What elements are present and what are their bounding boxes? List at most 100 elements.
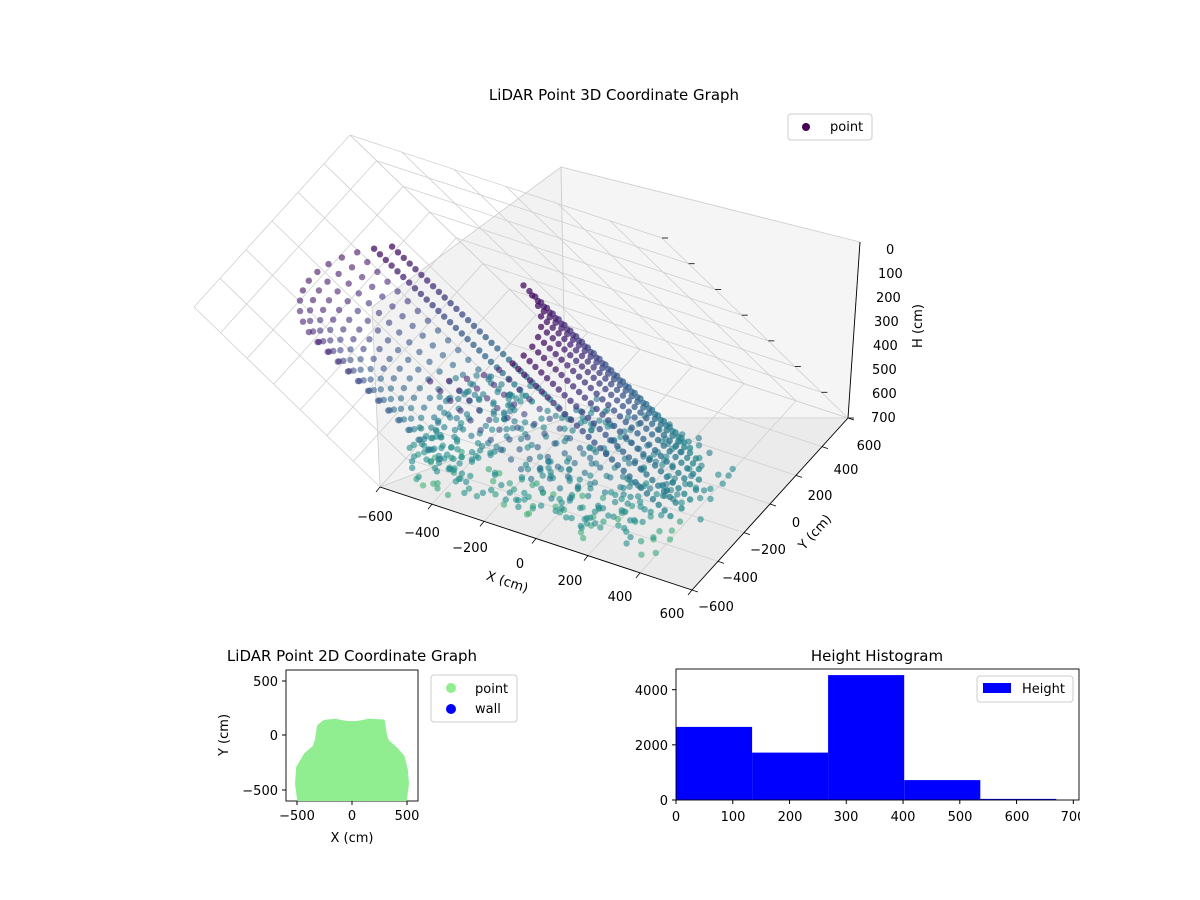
histogram-legend: Height — [976, 675, 1074, 703]
lidar-point — [484, 395, 491, 402]
lidar-point — [669, 464, 676, 471]
lidar-point — [379, 293, 386, 300]
lidar-point — [465, 397, 473, 404]
lidar-point — [412, 266, 419, 273]
lidar-point — [602, 375, 609, 382]
lidar-point — [400, 273, 407, 281]
legend-marker-height — [983, 683, 1011, 693]
lidar-point — [597, 464, 604, 471]
lidar-point — [305, 328, 313, 336]
y-axis-label: Y (cm) — [795, 512, 835, 554]
lidar-point — [386, 355, 393, 363]
lidar-point — [482, 353, 489, 360]
lidar-point — [614, 462, 621, 469]
grid-line — [401, 151, 589, 333]
lidar-point — [646, 441, 653, 448]
lidar-point — [416, 348, 423, 356]
lidar-point — [521, 411, 528, 418]
lidar-point — [608, 381, 615, 388]
lidar-point — [446, 319, 454, 326]
lidar-point — [517, 466, 525, 473]
lidar-point — [610, 376, 618, 383]
lidar-point — [685, 438, 692, 445]
lidar-point — [491, 471, 499, 479]
lidar-point — [335, 306, 343, 314]
lidar-point — [407, 404, 415, 412]
lidar-point — [441, 424, 448, 431]
lidar-point — [613, 386, 621, 394]
lidar-point — [387, 395, 395, 403]
lidar-point — [585, 433, 592, 441]
lidar-point — [487, 358, 495, 365]
lidar-point — [377, 375, 384, 382]
lidar-point — [388, 262, 395, 269]
lidar-point — [520, 282, 527, 289]
lidar-point — [455, 346, 462, 354]
lidar-point — [521, 371, 528, 378]
lidar-point — [678, 499, 685, 506]
lidar-point — [619, 473, 627, 480]
x-tick-label: 500 — [948, 810, 973, 825]
y-tick-label: 2000 — [635, 739, 668, 754]
lidar-point — [564, 326, 571, 333]
lidar-point — [675, 469, 682, 477]
lidar-point — [681, 444, 688, 451]
lidar-point — [567, 397, 574, 404]
lidar-point — [509, 425, 516, 432]
histogram-bars — [672, 675, 1057, 801]
lidar-point — [366, 336, 373, 343]
lidar-point — [447, 444, 455, 451]
lidar-point — [500, 409, 508, 416]
histogram-frame — [675, 668, 1080, 801]
x-axis-label: X (cm) — [331, 831, 374, 846]
lidar-point — [445, 465, 452, 473]
lidar-point — [314, 338, 321, 346]
lidar-point — [552, 319, 559, 326]
lidar-point — [651, 411, 659, 418]
grid-line — [326, 263, 484, 436]
y-tick-mark — [743, 532, 751, 536]
lidar-point — [608, 391, 615, 398]
lidar-point — [637, 538, 645, 545]
lidar-point — [593, 359, 600, 366]
lidar-point — [552, 412, 559, 420]
lidar-point — [374, 327, 382, 334]
lidar-point — [388, 243, 396, 250]
lidar-point — [370, 245, 378, 252]
lidar-point — [507, 456, 515, 463]
lidar-point — [637, 503, 644, 510]
x-ticks: −600 −400 −200 0 200 400 600 — [357, 486, 693, 622]
lidar-point — [453, 438, 461, 445]
lidar-point — [419, 482, 427, 489]
lidar-point — [564, 330, 571, 338]
grid-line — [456, 237, 769, 342]
grid-line — [609, 220, 797, 402]
lidar-point — [528, 475, 535, 483]
lidar-point — [414, 307, 421, 315]
x-tick-label: 200 — [778, 810, 803, 825]
lidar-point — [534, 444, 541, 451]
grid-line — [299, 237, 457, 411]
lidar-point — [585, 492, 592, 500]
lidar-point — [578, 352, 586, 360]
lidar-point — [541, 430, 548, 437]
lidar-point — [555, 340, 562, 348]
lidar-point — [441, 313, 448, 320]
lidar-point — [453, 415, 460, 422]
lidar-point — [430, 480, 437, 487]
lidar-point — [428, 434, 435, 442]
lidar-point — [394, 346, 402, 354]
lidar-point — [526, 455, 533, 463]
lidar-point — [449, 361, 457, 369]
lidar-point — [627, 493, 634, 501]
lidar-point — [602, 385, 609, 393]
y-tick-label: −200 — [750, 543, 786, 558]
lidar-point — [619, 392, 627, 399]
lidar-point — [610, 513, 617, 520]
lidar-point — [532, 382, 540, 390]
lidar-point — [478, 442, 486, 450]
lidar-point — [596, 425, 603, 433]
lidar-point — [715, 471, 722, 478]
lidar-point — [476, 407, 483, 414]
lidar-point — [695, 434, 702, 442]
